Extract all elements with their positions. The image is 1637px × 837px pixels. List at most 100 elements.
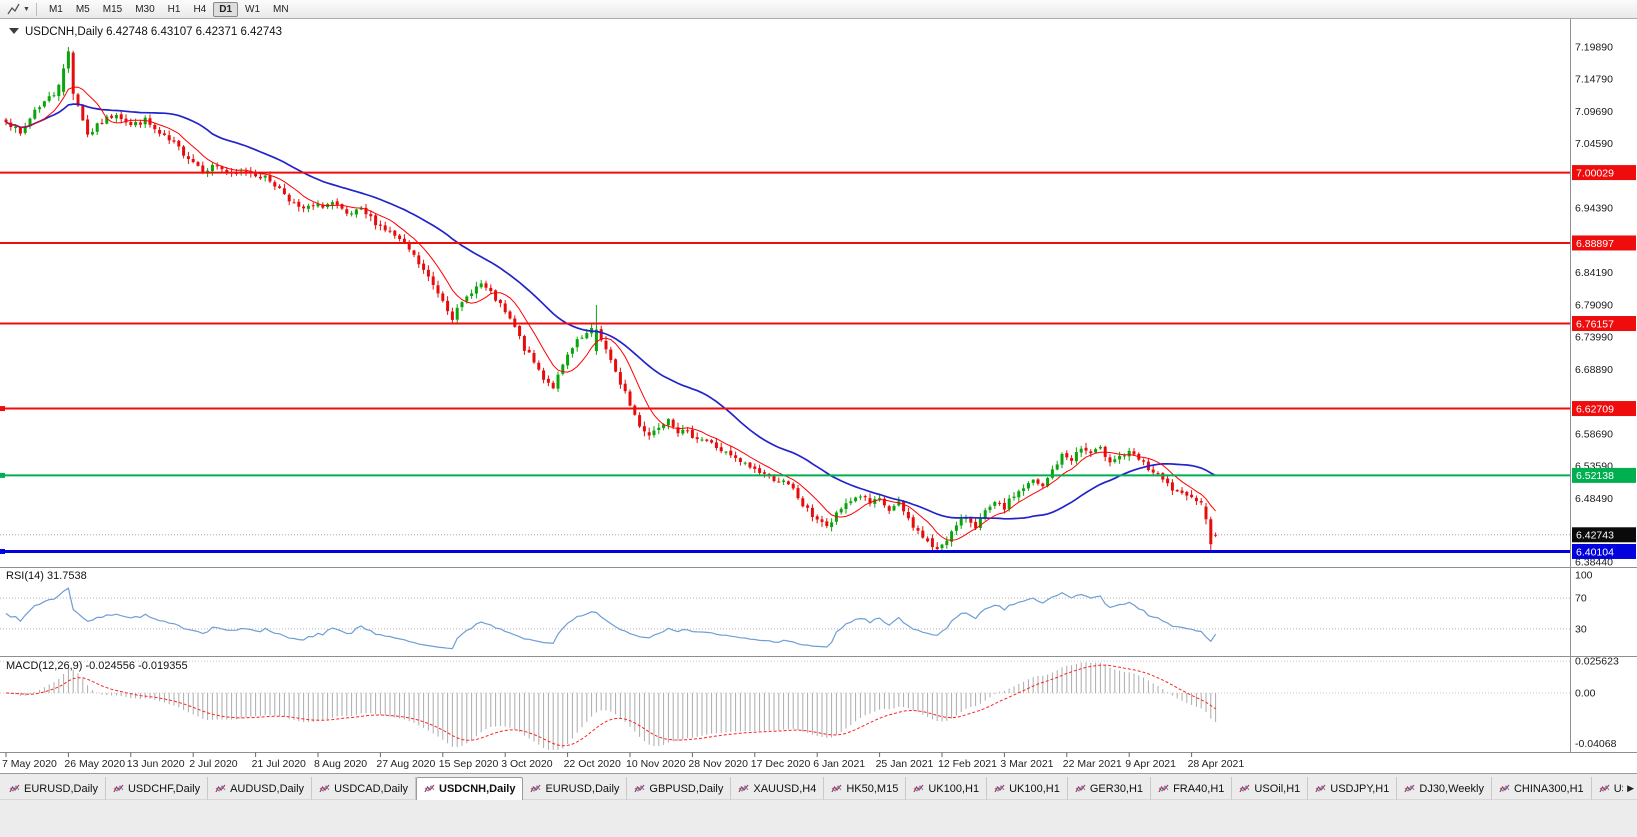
candles bbox=[4, 47, 1218, 552]
chart-tab-xauusd-h4[interactable]: XAUUSD,H4 bbox=[731, 777, 825, 800]
price-axis-label: 6.58690 bbox=[1575, 428, 1613, 440]
level-price-badge-label: 7.00029 bbox=[1576, 167, 1614, 179]
chart-collapse-icon[interactable] bbox=[9, 28, 19, 34]
level-price-badge bbox=[1572, 543, 1636, 559]
date-axis-label: 21 Jul 2020 bbox=[252, 758, 306, 770]
price-axis-label: 6.73990 bbox=[1575, 332, 1613, 344]
date-axis-label: 22 Oct 2020 bbox=[564, 758, 621, 770]
chart-background bbox=[0, 19, 1637, 773]
tab-scroll-right-icon[interactable]: ▶ bbox=[1627, 783, 1634, 793]
chart-tab-label: USDCNH,Daily bbox=[439, 783, 516, 795]
price-chart[interactable]: 7.19890 7.14790 7.09690 7.04590 6.94390 6.841… bbox=[0, 19, 1637, 773]
chart-tab-eurusd-daily[interactable]: EURUSD,Daily bbox=[523, 777, 628, 800]
date-axis-label: 26 May 2020 bbox=[64, 758, 125, 770]
price-axis-label: 7.19890 bbox=[1575, 42, 1613, 54]
date-axis-label: 7 May 2020 bbox=[2, 758, 57, 770]
timeframe-button-h4[interactable]: H4 bbox=[193, 3, 207, 15]
chart-tab-gbpusd-daily[interactable]: GBPUSD,Daily bbox=[627, 777, 732, 800]
chart-tab-label: GBPUSD,Daily bbox=[649, 782, 724, 795]
level-price-badge bbox=[1572, 235, 1636, 251]
price-axis-label: 7.09690 bbox=[1575, 106, 1613, 118]
level-price-badge-label: 6.62709 bbox=[1576, 403, 1614, 415]
date-axis-label: 9 Apr 2021 bbox=[1125, 758, 1176, 770]
chart-tab-label: EURUSD,Daily bbox=[545, 782, 620, 795]
chart-tab-label: FRA40,H1 bbox=[1173, 782, 1225, 795]
mini-chart-icon bbox=[9, 784, 20, 792]
chart-tab-label: GER30,H1 bbox=[1089, 782, 1144, 795]
date-axis-label: 28 Apr 2021 bbox=[1188, 758, 1245, 770]
mini-chart-icon bbox=[215, 784, 226, 792]
status-bar bbox=[0, 799, 1637, 837]
price-axis-label: 6.84190 bbox=[1575, 267, 1613, 279]
timeframe-button-m5[interactable]: M5 bbox=[75, 3, 90, 15]
macd-label: MACD(12,26,9) -0.024556 -0.019355 bbox=[6, 660, 188, 672]
level-price-badge-label: 6.88897 bbox=[1576, 238, 1614, 250]
chart-tab-usdcnh-daily[interactable]: USDCNH,Daily bbox=[416, 777, 524, 800]
date-axis-label: 27 Aug 2020 bbox=[376, 758, 435, 770]
chart-tab-uk100-h1[interactable]: UK100,H1 bbox=[906, 777, 988, 800]
macd-axis-label: 0.025623 bbox=[1575, 656, 1619, 668]
date-axis-label: 15 Sep 2020 bbox=[439, 758, 499, 770]
mini-chart-icon bbox=[113, 784, 124, 792]
chart-tab-fra40-h1[interactable]: FRA40,H1 bbox=[1151, 777, 1233, 800]
line-anchor-handle[interactable] bbox=[0, 472, 5, 478]
chart-tab-hk50-m15[interactable]: HK50,M15 bbox=[824, 777, 907, 800]
mini-chart-icon bbox=[1404, 784, 1415, 792]
price-axis-label: 7.04590 bbox=[1575, 138, 1613, 150]
chart-tab-audusd-daily[interactable]: AUDUSD,Daily bbox=[208, 777, 313, 800]
date-axis-label: 6 Jan 2021 bbox=[813, 758, 865, 770]
timeframe-button-h1[interactable]: H1 bbox=[167, 3, 181, 15]
level-price-badge bbox=[1572, 165, 1636, 181]
mini-chart-icon bbox=[530, 784, 541, 792]
timeframe-button-mn[interactable]: MN bbox=[273, 3, 289, 15]
chart-tab-label: USDCAD,Daily bbox=[334, 782, 409, 795]
chart-tab-usdcad-daily[interactable]: USDCAD,Daily bbox=[312, 777, 417, 800]
macd-signal-line bbox=[5, 664, 1216, 747]
chart-tab-label: USDCHF,Daily bbox=[127, 782, 201, 795]
line-anchor-handle[interactable] bbox=[0, 406, 5, 412]
chart-tab-ger30-h1[interactable]: GER30,H1 bbox=[1068, 777, 1152, 800]
chart-tab-eurusd-daily[interactable]: EURUSD,Daily bbox=[2, 777, 106, 800]
chart-tool-icon[interactable] bbox=[4, 2, 22, 17]
chart-tab-usdjpy-h1[interactable]: USDJPY,H1 bbox=[1308, 777, 1398, 800]
rsi-line bbox=[5, 587, 1217, 650]
chart-tab-usc[interactable]: USC bbox=[1592, 777, 1623, 800]
price-axis-label: 6.38440 bbox=[1575, 557, 1613, 569]
level-price-badge-label: 6.52138 bbox=[1576, 470, 1614, 482]
date-axis-label: 8 Aug 2020 bbox=[314, 758, 367, 770]
current-price-badge-label: 6.42743 bbox=[1576, 530, 1614, 542]
mini-chart-icon bbox=[738, 784, 749, 792]
chart-tab-uk100-h1[interactable]: UK100,H1 bbox=[987, 777, 1068, 800]
chart-tab-usdchf-daily[interactable]: USDCHF,Daily bbox=[106, 777, 209, 800]
macd-axis-label: 0.00 bbox=[1575, 688, 1596, 700]
mini-chart-icon bbox=[1499, 784, 1510, 792]
chart-tab-dj30-weekly[interactable]: DJ30,Weekly bbox=[1397, 777, 1492, 800]
chart-tab-china300-h1[interactable]: CHINA300,H1 bbox=[1492, 777, 1592, 800]
rsi-axis-label: 70 bbox=[1575, 593, 1587, 605]
price-axis-label: 6.94390 bbox=[1575, 203, 1613, 215]
mini-chart-icon bbox=[831, 784, 842, 792]
date-axis-label: 25 Jan 2021 bbox=[876, 758, 934, 770]
timeframe-button-d1[interactable]: D1 bbox=[213, 1, 239, 17]
price-axis-label: 6.79090 bbox=[1575, 299, 1613, 311]
timeframe-button-w1[interactable]: W1 bbox=[245, 3, 261, 15]
timeframe-button-m1[interactable]: M1 bbox=[48, 3, 63, 15]
price-axis-label: 7.14790 bbox=[1575, 74, 1613, 86]
toolbar-dropdown-caret-icon[interactable]: ▼ bbox=[23, 5, 30, 13]
line-anchor-handle[interactable] bbox=[0, 548, 5, 554]
chart-tab-label: USC bbox=[1613, 782, 1623, 795]
date-axis-label: 10 Nov 2020 bbox=[626, 758, 686, 770]
mini-chart-icon bbox=[1158, 784, 1169, 792]
mini-chart-icon bbox=[1599, 784, 1610, 792]
timeframe-button-m15[interactable]: M15 bbox=[102, 3, 123, 15]
chart-tab-usoil-h1[interactable]: USOil,H1 bbox=[1232, 777, 1309, 800]
chart-tabs: EURUSD,Daily USDCHF,Daily AUDUSD,Daily USDC… bbox=[2, 777, 1623, 800]
chart-tab-label: USOil,H1 bbox=[1254, 782, 1301, 795]
timeframe-toolbar: ▼ M1 M5 M15 M30 H1 H4 D1 W1 MN bbox=[0, 0, 1637, 19]
date-axis-label: 3 Mar 2021 bbox=[1000, 758, 1053, 770]
timeframe-button-m30[interactable]: M30 bbox=[135, 3, 155, 15]
chart-tab-label: AUDUSD,Daily bbox=[230, 782, 305, 795]
macd-histogram bbox=[10, 662, 1217, 750]
mini-chart-icon bbox=[634, 784, 645, 792]
fast-ma-line bbox=[5, 86, 1216, 541]
